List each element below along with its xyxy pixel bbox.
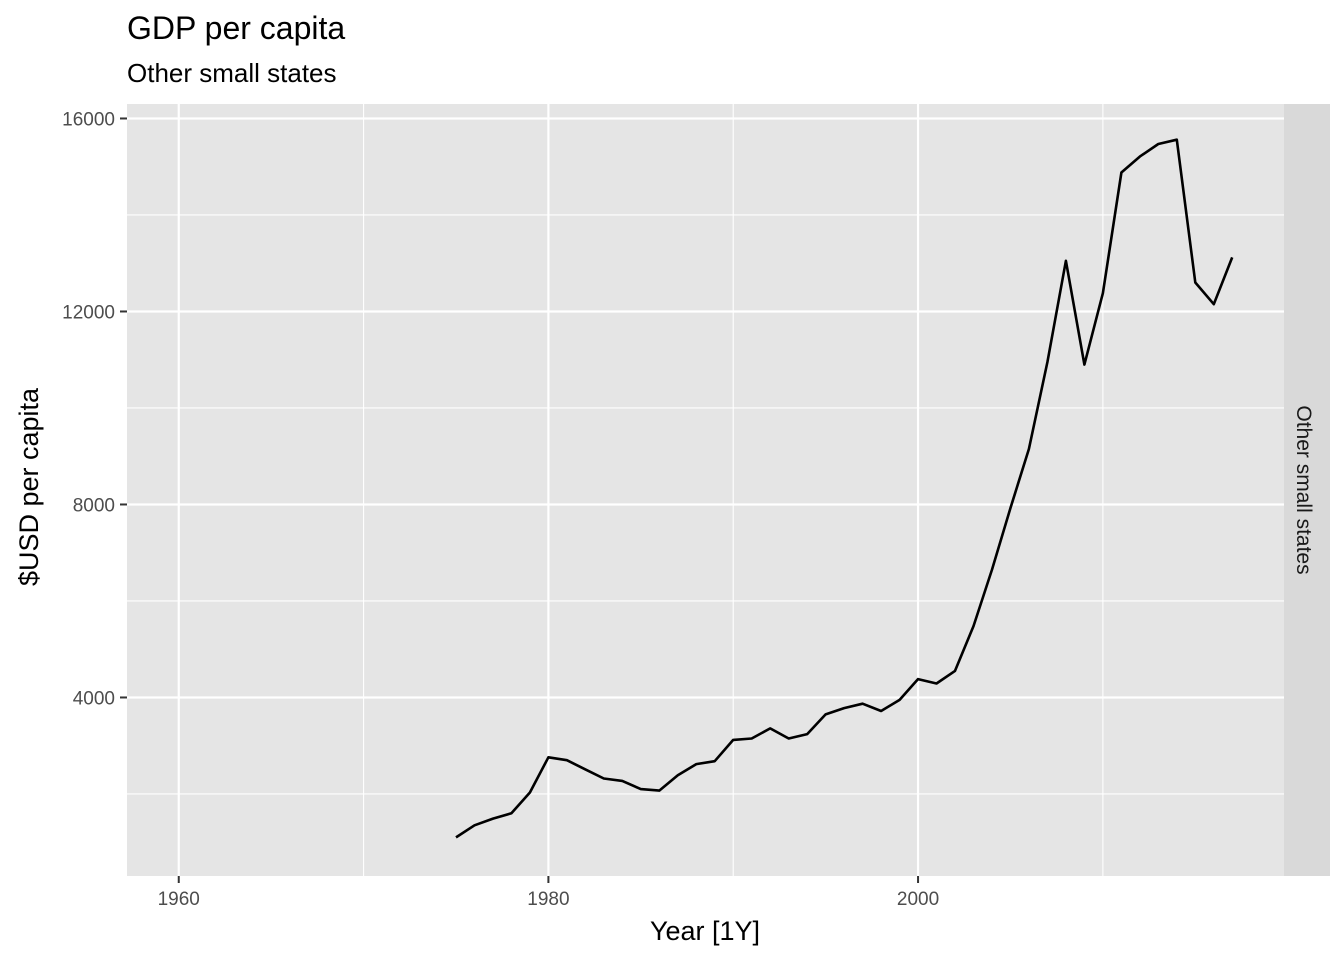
y-axis: 4000 8000 12000 16000 xyxy=(62,109,127,709)
x-tick-label: 1960 xyxy=(158,889,200,910)
y-tick-label: 16000 xyxy=(62,109,115,130)
major-gridlines xyxy=(127,104,1284,876)
facet-strip xyxy=(1284,104,1330,876)
x-axis-title: Year [1Y] xyxy=(650,916,760,946)
facet-strip-label: Other small states xyxy=(1292,405,1315,574)
y-axis-title: $USD per capita xyxy=(14,387,44,586)
gdp-series-line xyxy=(455,138,1234,839)
minor-gridlines xyxy=(127,104,1284,876)
x-tick-label: 1980 xyxy=(527,889,569,910)
chart-title: GDP per capita xyxy=(127,10,345,46)
x-tick-label: 2000 xyxy=(897,889,939,910)
y-tick-label: 12000 xyxy=(62,302,115,323)
chart-subtitle: Other small states xyxy=(127,58,337,88)
x-axis: 1960 1980 2000 xyxy=(158,876,939,910)
plot-panel xyxy=(127,104,1284,876)
y-tick-label: 4000 xyxy=(73,688,115,709)
y-tick-label: 8000 xyxy=(73,495,115,516)
